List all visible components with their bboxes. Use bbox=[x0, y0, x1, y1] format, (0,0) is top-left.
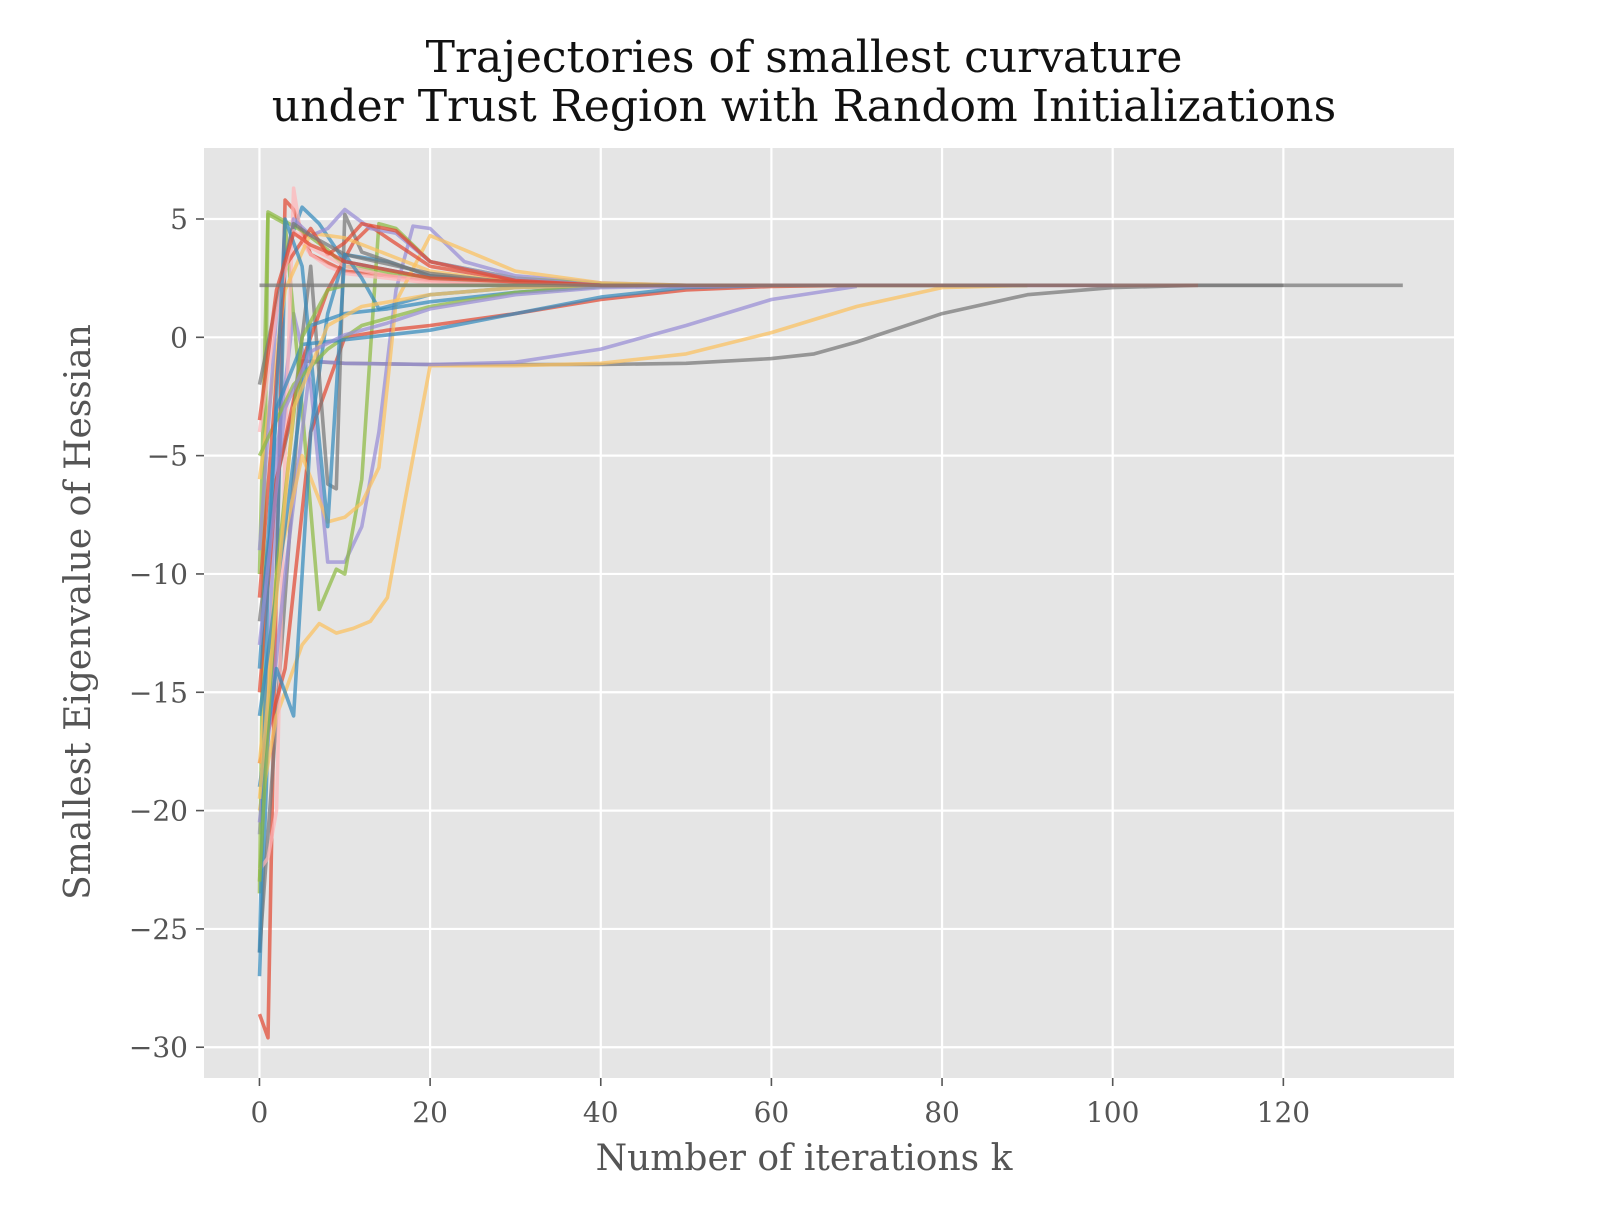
series-lines bbox=[257, 186, 1403, 1040]
chart-subtitle: under Trust Region with Random Initializ… bbox=[272, 81, 1336, 132]
x-axis-label: Number of iterations k bbox=[596, 1138, 1014, 1179]
x-tick-label: 120 bbox=[1257, 1096, 1310, 1129]
gridlines bbox=[204, 148, 1454, 1078]
series-line-8 bbox=[257, 283, 857, 764]
y-tick-label: −30 bbox=[129, 1031, 188, 1064]
series-line-5 bbox=[257, 283, 1028, 811]
chart-title: Trajectories of smallest curvature bbox=[426, 32, 1183, 83]
series-line-7 bbox=[258, 186, 601, 871]
y-tick-label: 0 bbox=[170, 321, 188, 354]
y-axis-label: Smallest Eigenvalue of Hessian bbox=[58, 324, 99, 900]
y-tick-label: 5 bbox=[170, 203, 188, 236]
y-tick-label: −5 bbox=[147, 440, 188, 473]
axis-ticks: 0 20 40 60 80 100 120 5 0 −5 −10 −15 −20 −25 −30 bbox=[129, 203, 1310, 1129]
x-tick-label: 0 bbox=[251, 1096, 269, 1129]
x-tick-label: 20 bbox=[412, 1096, 448, 1129]
series-line-20 bbox=[257, 283, 772, 669]
x-tick-label: 40 bbox=[583, 1096, 619, 1129]
plot-area bbox=[204, 148, 1454, 1078]
y-tick-label: −10 bbox=[129, 558, 188, 591]
y-tick-label: −25 bbox=[129, 913, 188, 946]
x-tick-label: 60 bbox=[754, 1096, 790, 1129]
x-tick-label: 100 bbox=[1086, 1096, 1139, 1129]
y-tick-label: −20 bbox=[129, 795, 188, 828]
series-line-10 bbox=[257, 233, 687, 764]
y-tick-label: −15 bbox=[129, 676, 188, 709]
x-tick-label: 80 bbox=[924, 1096, 960, 1129]
